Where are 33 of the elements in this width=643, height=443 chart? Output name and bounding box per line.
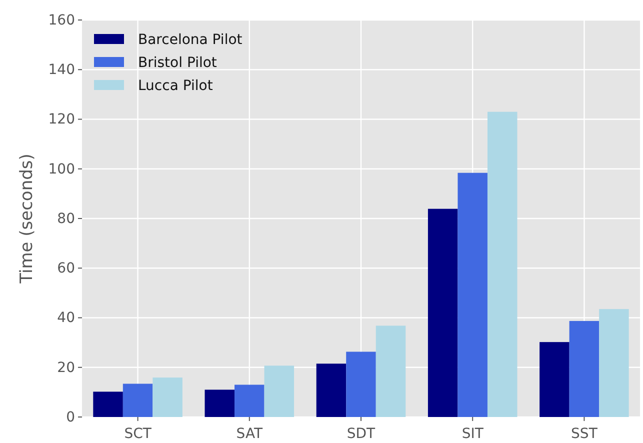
bar — [93, 392, 123, 417]
bar — [540, 342, 570, 417]
bar — [458, 172, 488, 417]
bar — [376, 326, 406, 417]
bar — [346, 352, 376, 417]
legend-label: Bristol Pilot — [138, 55, 218, 71]
legend-label: Barcelona Pilot — [138, 32, 243, 48]
x-tick-label: SAT — [236, 426, 263, 442]
y-tick-label: 140 — [48, 62, 75, 78]
y-tick-label: 40 — [57, 310, 75, 326]
y-tick-label: 100 — [48, 161, 75, 178]
bar — [428, 208, 458, 417]
y-axis-title: Time (seconds) — [17, 154, 37, 284]
x-tick-label: SDT — [346, 426, 376, 442]
legend-label: Lucca Pilot — [138, 78, 214, 94]
y-tick-label: 60 — [57, 260, 75, 277]
bar — [316, 364, 346, 417]
bar — [569, 320, 600, 417]
y-tick-label: 160 — [48, 12, 75, 28]
bar — [122, 384, 153, 417]
bar — [487, 112, 518, 417]
x-tick-label: SST — [571, 426, 598, 442]
x-tick-label: SIT — [462, 426, 484, 442]
bar — [204, 390, 235, 417]
y-tick-label: 0 — [66, 409, 75, 426]
y-tick-label: 120 — [48, 112, 75, 128]
bar — [264, 366, 294, 417]
x-tick-label: SCT — [124, 426, 152, 442]
y-tick-label: 80 — [57, 210, 75, 227]
bar — [152, 378, 182, 417]
bar — [234, 384, 264, 417]
bar — [599, 309, 629, 417]
y-tick-label: 20 — [57, 360, 75, 376]
